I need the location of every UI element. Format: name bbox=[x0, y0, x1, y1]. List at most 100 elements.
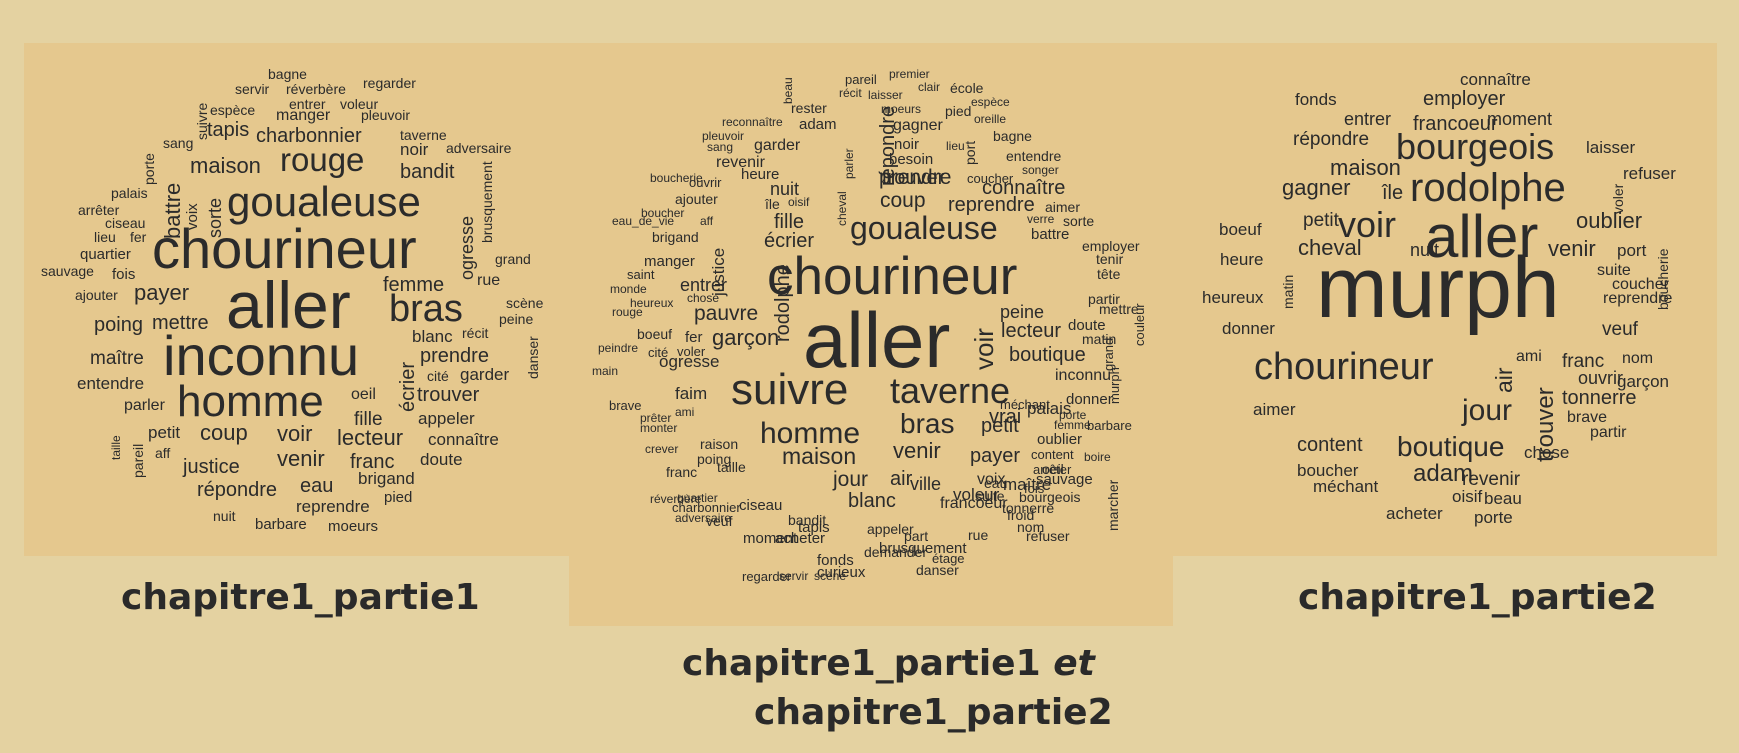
cloud-word: part bbox=[904, 528, 929, 544]
cloud-word: voir bbox=[1338, 204, 1397, 245]
cloud-word: connaître bbox=[428, 430, 499, 449]
cloud-word: entrer bbox=[680, 275, 728, 295]
cloud-word: crever bbox=[645, 442, 679, 456]
cloud-word: grand bbox=[495, 251, 531, 267]
cloud-word: aff bbox=[155, 445, 171, 461]
cloud-word: méchant bbox=[1000, 397, 1050, 412]
cloud-word: reprendre bbox=[1603, 290, 1673, 307]
cloud-word: saint bbox=[627, 267, 655, 282]
cloud-word: heure bbox=[1220, 250, 1264, 269]
cloud-word: rouge bbox=[612, 305, 643, 319]
cloud-word: venir bbox=[893, 438, 941, 463]
cloud-word: aimer bbox=[1253, 400, 1296, 419]
cloud-word: arrêter bbox=[78, 202, 120, 218]
cloud-word: charbonnier bbox=[672, 500, 741, 515]
cloud-word: inconnu bbox=[163, 324, 360, 387]
cloud-word: femme bbox=[383, 274, 445, 296]
caption-middle-line1: chapitre1_partie1 et bbox=[682, 646, 1095, 682]
cloud-word: trouver bbox=[882, 167, 945, 189]
cloud-word: palais bbox=[111, 185, 148, 201]
cloud-word: porte bbox=[141, 152, 157, 185]
cloud-word: rue bbox=[968, 527, 989, 543]
cloud-word: eau bbox=[300, 475, 334, 497]
cloud-word: écrier bbox=[397, 361, 419, 412]
cloud-word: monter bbox=[640, 421, 678, 435]
cloud-word: sang bbox=[163, 135, 194, 151]
cloud-word: petit bbox=[148, 423, 181, 442]
cloud-word: danser bbox=[525, 336, 541, 380]
cloud-word: voir bbox=[969, 328, 999, 371]
right-cloud-panel bbox=[1172, 43, 1717, 556]
cloud-word: veuf bbox=[1602, 319, 1638, 340]
cloud-word: nom bbox=[1017, 519, 1045, 535]
cloud-word: oublier bbox=[1037, 431, 1083, 448]
cloud-word: partir bbox=[1088, 291, 1120, 307]
cloud-word: pareil bbox=[130, 443, 146, 479]
cloud-word: bourgeois bbox=[1019, 489, 1081, 505]
cloud-word: tenir bbox=[1096, 251, 1124, 267]
cloud-word: manger bbox=[644, 253, 695, 270]
cloud-word: pareil bbox=[845, 72, 877, 87]
cloud-word: blanc bbox=[412, 327, 453, 346]
cloud-word: adam bbox=[799, 116, 837, 133]
cloud-word: scène bbox=[814, 569, 847, 583]
cloud-word: oeil bbox=[351, 386, 376, 403]
cloud-word: nom bbox=[1622, 350, 1654, 367]
cloud-word: tonnerre bbox=[1562, 387, 1637, 409]
cloud-word: manger bbox=[276, 107, 331, 124]
cloud-word: laisser bbox=[868, 88, 903, 102]
cloud-word: servir bbox=[779, 569, 809, 583]
cloud-word: île bbox=[765, 196, 780, 212]
cloud-word: pied bbox=[384, 489, 413, 506]
cloud-word: faim bbox=[675, 384, 708, 403]
cloud-word: oublier bbox=[1576, 208, 1643, 233]
cloud-word: bagne bbox=[268, 66, 307, 82]
left-cloud-panel bbox=[24, 43, 572, 556]
cloud-word: lieu bbox=[94, 229, 116, 245]
cloud-word: fer bbox=[685, 329, 703, 346]
cloud-word: battre bbox=[1031, 226, 1070, 243]
cloud-word: oisif bbox=[788, 195, 810, 209]
cloud-word: heureux bbox=[1202, 288, 1264, 307]
cloud-word: adversaire bbox=[675, 511, 732, 525]
cloud-word: lecteur bbox=[1001, 320, 1062, 342]
cloud-word: prendre bbox=[420, 345, 489, 367]
cloud-word: sorte bbox=[1063, 213, 1095, 229]
cloud-word: barbare bbox=[255, 516, 307, 533]
cloud-word: chose bbox=[1524, 443, 1570, 462]
cloud-word: jour bbox=[1462, 394, 1513, 427]
cloud-word: voix bbox=[977, 471, 1006, 488]
cloud-word: goualeuse bbox=[227, 178, 421, 225]
cloud-word: maison bbox=[782, 443, 857, 469]
cloud-word: demander bbox=[864, 544, 928, 560]
cloud-word: revenir bbox=[716, 154, 765, 171]
cloud-word: doute bbox=[1068, 317, 1106, 334]
cloud-word: doute bbox=[420, 450, 463, 469]
cloud-word: air bbox=[890, 468, 913, 490]
cloud-word: voleur bbox=[340, 96, 379, 112]
cloud-word: donner bbox=[1066, 391, 1113, 408]
cloud-word: pleuvoir bbox=[361, 107, 411, 123]
cloud-word: eau_de_vie bbox=[612, 214, 675, 228]
cloud-word: boucherie bbox=[650, 171, 703, 185]
cloud-word: refuser bbox=[1623, 164, 1676, 183]
cloud-word: fonds bbox=[1295, 90, 1337, 109]
cloud-word: laisser bbox=[1586, 138, 1636, 157]
cloud-word: fille bbox=[354, 409, 383, 430]
cloud-word: mettre bbox=[1099, 301, 1139, 317]
cloud-word: fer bbox=[130, 229, 147, 245]
cloud-word: port bbox=[962, 140, 978, 165]
cloud-word: tapis bbox=[207, 119, 250, 141]
cloud-word: quartier bbox=[80, 246, 131, 263]
cloud-word: tapis bbox=[798, 519, 830, 536]
cloud-word: ouvrir bbox=[689, 175, 722, 190]
cloud-word: bras bbox=[389, 288, 463, 330]
cloud-word: garçon bbox=[712, 325, 780, 350]
cloud-word: répondre bbox=[1293, 129, 1370, 150]
cloud-word: prêter bbox=[640, 411, 672, 425]
cloud-word: couleur bbox=[1132, 303, 1147, 347]
cloud-word: acheter bbox=[1386, 504, 1443, 523]
cloud-word: air bbox=[1491, 367, 1517, 393]
cloud-word: blanc bbox=[848, 490, 896, 512]
cloud-word: coucher bbox=[1612, 276, 1669, 293]
